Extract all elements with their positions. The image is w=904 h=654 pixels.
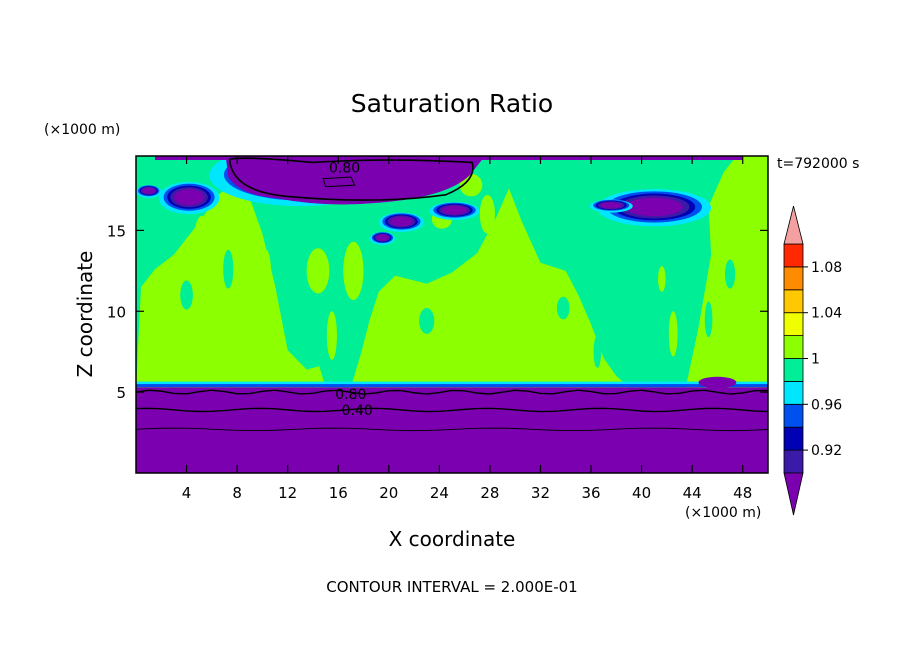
colorbar-band-5 [783,358,804,382]
green-hole-6 [725,259,736,289]
contour-lowest [136,427,768,432]
contour-label-3: 0.40 [342,403,373,419]
x-tick-label-20: 20 [379,484,398,502]
x-tick-label-4: 4 [182,484,192,502]
saturation-field: 0.800.800.40 [136,156,768,473]
x-tick-label-24: 24 [430,484,449,502]
y-tick-label-10: 10 [107,303,126,321]
moist-patch-14 [747,162,763,195]
contour-label-text: 0.40 [342,403,373,419]
colorbar-band-1 [783,449,804,474]
lower-transition-blue [136,384,768,388]
contour-080-upper [228,157,474,201]
y-axis-title: Z coordinate [73,251,97,378]
moist-column-2 [350,188,629,388]
chart-title: Saturation Ratio [351,89,553,118]
moist-patch-10 [544,332,562,372]
colorbar-label: 0.96 [811,397,842,413]
moist-patch-7 [306,248,330,294]
contour-label-1: 0.80 [329,160,360,176]
moist-patch-13 [658,265,666,292]
contour-040 [136,407,768,413]
colorbar-label: 0.92 [811,443,842,459]
colorbar-label: 1.08 [811,260,842,276]
upper-dry-layer [225,156,485,205]
contour-080-lower [136,389,768,395]
green-hole-5 [593,335,602,368]
x-tick-label-28: 28 [480,484,499,502]
x-tick-label-8: 8 [232,484,242,502]
y-tick-label-15: 15 [107,222,126,240]
lower-transition-cyan [136,381,768,386]
colorbar-under-arrow [783,472,804,516]
time-label: t=792000 s [777,156,859,172]
dry-pocket-7-band-5 [376,234,389,241]
dry-pocket-5-band-5 [600,202,623,209]
x-tick-label-16: 16 [329,484,348,502]
moist-patch-8 [343,241,364,300]
green-hole-7 [704,301,713,338]
x-tick-label-32: 32 [531,484,550,502]
x-tick-label-36: 36 [581,484,600,502]
colorbar-label: 1 [811,352,820,368]
colorbar-band-2 [783,426,804,451]
green-hole-2 [223,249,234,289]
lower-dry-bump [698,376,737,389]
colorbar-band-4 [783,380,804,405]
y-tick-label-5: 5 [116,384,126,402]
y-unit-label: (×1000 m) [44,122,120,138]
contour-label-2: 0.80 [335,387,366,403]
dry-pocket-4-band-5 [441,205,468,215]
contour-interval-note: CONTOUR INTERVAL = 2.000E-01 [326,578,577,596]
colorbar-band-9 [783,266,804,291]
colorbar-label: 1.04 [811,306,842,322]
moist-patch-11 [668,311,678,357]
moist-patch-6 [261,249,272,302]
x-axis: 4 8 12 16 20 24 28 32 36 40 44 48 [182,156,752,502]
contour-small-closed [322,176,356,188]
moist-patch-1 [459,173,483,197]
x-axis-title: X coordinate [389,527,516,551]
top-dry-strip [154,156,743,160]
dry-pocket-6-band-5 [390,216,413,227]
colorbar-band-6 [783,335,804,359]
moist-patch-5 [194,215,210,265]
green-hole-1 [180,280,193,310]
x-tick-label-12: 12 [278,484,297,502]
dry-pocket-3-band-5 [625,197,683,217]
colorbar-band-7 [783,312,804,337]
dry-pocket-8-band-5 [142,187,155,195]
colorbar-band-3 [783,403,804,428]
contour-label-text: 0.80 [335,387,366,403]
x-tick-label-48: 48 [733,484,752,502]
x-tick-label-44: 44 [683,484,702,502]
contour-label-text: 0.80 [329,160,360,176]
y-axis: 5 10 15 [107,222,768,402]
moist-patch-2 [479,194,495,234]
colorbar-band-10 [783,243,804,268]
moist-patch-12 [326,311,337,360]
moist-patch-9 [522,301,549,354]
colorbar-over-arrow [783,205,804,245]
colorbar: 0.92 0.96 1 1.04 1.08 [783,205,842,516]
green-hole-4 [556,296,570,320]
green-hole-3 [419,308,435,334]
x-tick-label-40: 40 [632,484,651,502]
plot-frame [135,155,769,474]
x-unit-label: (×1000 m) [685,505,761,521]
dry-pocket-2-band-5 [173,189,205,206]
colorbar-band-8 [783,289,804,314]
